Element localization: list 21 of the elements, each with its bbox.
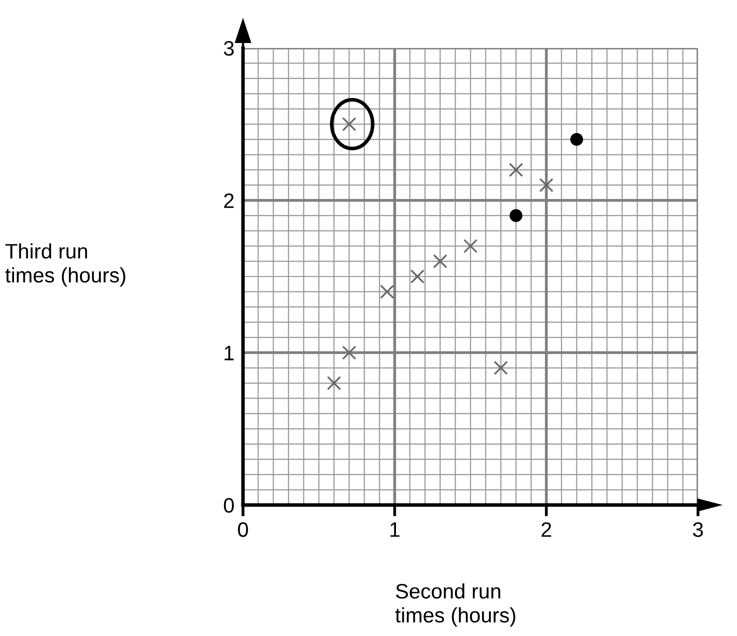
y-axis-title: Third run times (hours) xyxy=(5,243,126,287)
point xyxy=(380,284,394,299)
x-axis-title: Second run times (hours) xyxy=(395,583,516,627)
y-tick-label: 2 xyxy=(224,193,234,208)
point xyxy=(342,346,356,360)
point xyxy=(326,376,342,390)
y-tick-label: 0 xyxy=(224,498,234,513)
x-tick-label: 2 xyxy=(542,522,552,537)
point xyxy=(433,254,448,268)
point xyxy=(410,269,424,284)
y-tick-label: 1 xyxy=(224,346,234,360)
x-tick-label: 1 xyxy=(390,522,400,537)
point xyxy=(570,133,584,146)
point xyxy=(510,209,522,222)
y-tick-label: 3 xyxy=(224,41,234,56)
x-tick-label: 3 xyxy=(693,522,703,537)
point xyxy=(539,178,554,192)
point xyxy=(463,238,478,254)
point xyxy=(494,360,508,375)
point xyxy=(508,162,524,177)
x-tick-label: 0 xyxy=(238,522,248,537)
